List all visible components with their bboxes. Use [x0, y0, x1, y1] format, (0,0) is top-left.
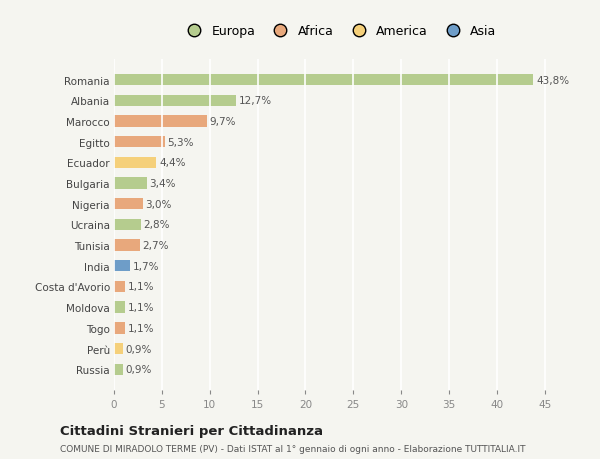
Text: Cittadini Stranieri per Cittadinanza: Cittadini Stranieri per Cittadinanza — [60, 424, 323, 437]
Bar — [114, 364, 122, 375]
Bar — [114, 219, 141, 230]
Bar — [114, 178, 146, 189]
Text: 0,9%: 0,9% — [125, 364, 152, 375]
Text: 3,4%: 3,4% — [149, 179, 176, 189]
Bar — [114, 281, 125, 292]
Bar — [114, 95, 236, 106]
Bar — [114, 261, 130, 272]
Bar — [114, 116, 207, 127]
Bar — [114, 137, 165, 148]
Bar — [114, 75, 533, 86]
Text: COMUNE DI MIRADOLO TERME (PV) - Dati ISTAT al 1° gennaio di ogni anno - Elaboraz: COMUNE DI MIRADOLO TERME (PV) - Dati IST… — [60, 444, 526, 453]
Text: 5,3%: 5,3% — [167, 137, 194, 147]
Bar — [114, 343, 122, 354]
Bar — [114, 302, 125, 313]
Text: 2,7%: 2,7% — [143, 241, 169, 251]
Text: 2,8%: 2,8% — [143, 220, 170, 230]
Text: 9,7%: 9,7% — [210, 117, 236, 127]
Bar — [114, 199, 143, 210]
Text: 1,1%: 1,1% — [127, 302, 154, 313]
Text: 43,8%: 43,8% — [536, 75, 569, 85]
Bar — [114, 240, 140, 251]
Text: 1,7%: 1,7% — [133, 261, 160, 271]
Text: 4,4%: 4,4% — [159, 158, 185, 168]
Text: 1,1%: 1,1% — [127, 323, 154, 333]
Bar — [114, 323, 125, 334]
Text: 0,9%: 0,9% — [125, 344, 152, 354]
Legend: Europa, Africa, America, Asia: Europa, Africa, America, Asia — [179, 23, 499, 41]
Text: 12,7%: 12,7% — [238, 96, 272, 106]
Text: 1,1%: 1,1% — [127, 282, 154, 292]
Bar — [114, 157, 156, 168]
Text: 3,0%: 3,0% — [146, 199, 172, 209]
